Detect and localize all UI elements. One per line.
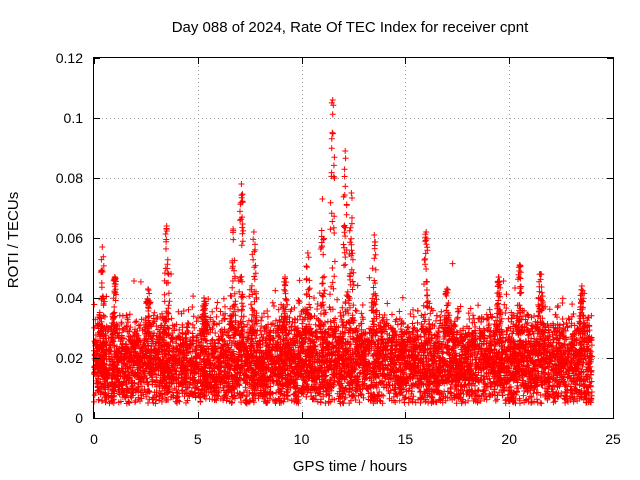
y-tick-label: 0.12 [56, 50, 83, 66]
y-tick-label: 0 [75, 410, 83, 426]
y-tick-label: 0.04 [56, 290, 83, 306]
x-tick-label: 10 [294, 431, 310, 447]
y-axis-label: ROTI / TECUs [5, 192, 22, 288]
x-tick-label: 25 [605, 431, 621, 447]
y-tick-label: 0.06 [56, 230, 83, 246]
x-tick-label: 15 [398, 431, 414, 447]
data-points [91, 97, 595, 407]
x-tick-label: 5 [194, 431, 202, 447]
y-tick-labels: 0 0.02 0.04 0.06 0.08 0.1 0.12 [56, 50, 83, 426]
x-tick-labels: 0 5 10 15 20 25 [90, 431, 621, 447]
roti-points [91, 97, 595, 407]
x-tick-label: 0 [90, 431, 98, 447]
y-tick-label: 0.08 [56, 170, 83, 186]
y-tick-label: 0.1 [64, 110, 84, 126]
x-tick-label: 20 [501, 431, 517, 447]
plot-frame [93, 57, 614, 419]
y-tick-label: 0.02 [56, 350, 83, 366]
x-axis-label: GPS time / hours [293, 458, 407, 475]
chart-title: Day 088 of 2024, Rate Of TEC Index for r… [172, 19, 529, 36]
